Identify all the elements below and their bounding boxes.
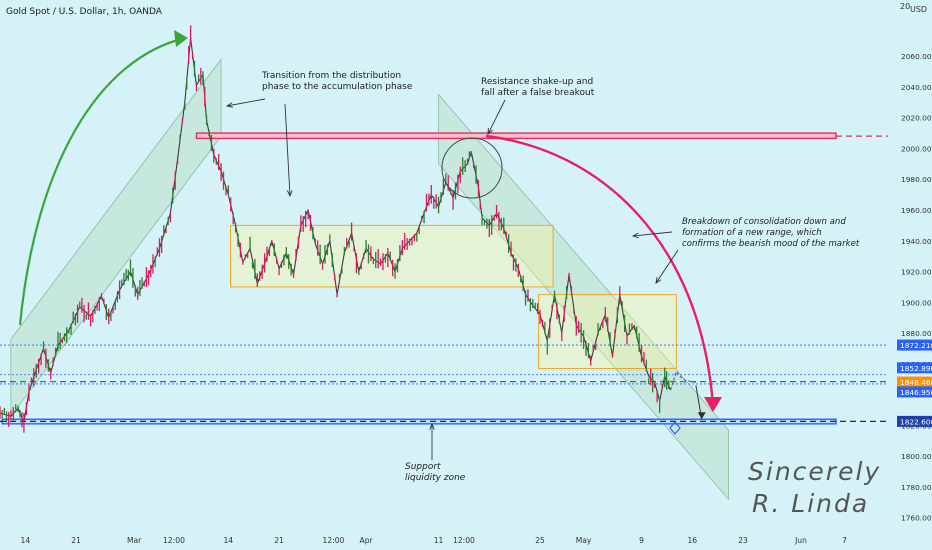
level-tag-bg-2 <box>897 339 932 351</box>
annotation-breakdown-line-2: formation of a new range, which <box>682 228 822 238</box>
pointer-breakdown-down-head <box>655 277 662 284</box>
price-line <box>0 37 672 423</box>
pointer-breakdown-left <box>632 231 673 237</box>
drawings-layer <box>18 30 722 460</box>
y-tick-label: 1760.00 <box>901 514 932 523</box>
resistance-zone <box>195 132 837 140</box>
y-tick-label: 1920.00 <box>901 268 932 277</box>
level-tag-4: 1848.460 <box>900 378 932 387</box>
pointer-transition-left-head <box>225 102 233 108</box>
y-tick-label: 1800.00 <box>901 452 932 461</box>
symbol-title: Gold Spot / U.S. Dollar, 1h, OANDA <box>6 7 163 17</box>
price-layer <box>0 25 706 435</box>
x-tick-label: Mar <box>127 536 142 545</box>
y-tick-label: 1940.00 <box>901 237 932 246</box>
signature-line-1: Sincerely <box>748 457 881 486</box>
x-tick-label: 12:00 <box>163 536 185 545</box>
annotation-transition-line-2: phase to the accumulation phase <box>262 82 413 92</box>
currency-label: USD <box>910 5 927 14</box>
false-breakout-circle <box>441 137 503 199</box>
pointer-shakeup-head <box>487 127 493 136</box>
x-tick-label: 16 <box>687 536 697 545</box>
annotation-breakdown-line-3: confirms the bearish mood of the market <box>682 239 860 249</box>
y-tick-label: 1880.00 <box>901 329 932 338</box>
range-box-1 <box>230 224 554 288</box>
y-tick-label: 1900.00 <box>901 298 932 307</box>
red-arc-arrow-head <box>704 397 722 412</box>
annotation-support-line-1: Support <box>405 462 441 472</box>
x-tick-label: 25 <box>535 536 545 545</box>
y-tick-label: 2040.00 <box>901 83 932 92</box>
projection-line <box>670 370 696 391</box>
level-tag-5: 1846.950 <box>900 388 932 397</box>
green-arc-arrow <box>18 36 186 326</box>
signature-line-2: R. Linda <box>752 489 869 518</box>
pointer-transition-left <box>226 98 266 107</box>
red-arc-arrow <box>485 134 715 406</box>
pointer-shakeup <box>487 99 506 135</box>
x-tick-label: Jun <box>794 536 807 545</box>
annotation-transition-line-1: Transition from the distribution <box>261 71 401 81</box>
y-tick-label: 1980.00 <box>901 175 932 184</box>
annotation-shakeup-line-2: fall after a false breakout <box>481 88 595 98</box>
x-tick-label: Apr <box>360 536 374 545</box>
x-tick-label: 21 <box>71 536 81 545</box>
y-tick-label: 2020.00 <box>901 114 932 123</box>
level-tag-bg-5 <box>897 386 932 398</box>
x-tick-label: 21 <box>274 536 284 545</box>
target-icon <box>669 421 681 435</box>
x-tick-label: 12:00 <box>323 536 345 545</box>
x-tick-label: 9 <box>639 536 644 545</box>
y-tick-label: 2000.00 <box>901 144 932 153</box>
breakdown-arrow-head <box>697 412 706 420</box>
x-tick-label: 7 <box>842 536 847 545</box>
axis-layer: 1760.001780.001800.001820.001840.001860.… <box>21 0 932 550</box>
x-tick-label: 23 <box>738 536 748 545</box>
y-tick-label: 1960.00 <box>901 206 932 215</box>
pointer-transition-down <box>284 103 291 197</box>
pointer-breakdown-down <box>655 249 679 284</box>
y-tick-label: 1780.00 <box>901 483 932 492</box>
x-tick-label: 11 <box>434 536 444 545</box>
x-tick-label: May <box>576 536 592 545</box>
level-tag-bg-3 <box>897 362 932 374</box>
annotation-shakeup-line-1: Resistance shake-up and <box>481 77 593 87</box>
level-tag-6: 1822.600 <box>900 417 932 426</box>
annotation-breakdown-line-1: Breakdown of consolidation down and <box>682 217 846 227</box>
x-tick-label: 12:00 <box>453 536 475 545</box>
pointer-breakdown-left-head <box>631 232 639 239</box>
level-tag-3: 1852.890 <box>900 364 932 373</box>
green-arc-arrow-head <box>174 30 188 47</box>
pointer-support-head <box>429 422 435 430</box>
x-tick-label: 14 <box>224 536 234 545</box>
y-tick-label: 2060.00 <box>901 52 932 61</box>
level-tag-2: 1872.210 <box>900 341 932 350</box>
trend-channel-1 <box>10 58 222 418</box>
trend-channel-2 <box>438 93 729 501</box>
x-tick-label: 14 <box>21 536 31 545</box>
price-axis-bg <box>888 0 932 550</box>
corner-label: 20 <box>900 2 910 11</box>
pointer-transition-down-head <box>286 190 293 198</box>
annotation-support-line-2: liquidity zone <box>405 473 466 483</box>
levels-layer <box>0 135 888 422</box>
level-tag-bg-4 <box>897 376 932 388</box>
zones-layer <box>1 58 837 501</box>
level-tag-bg-6 <box>897 415 932 427</box>
